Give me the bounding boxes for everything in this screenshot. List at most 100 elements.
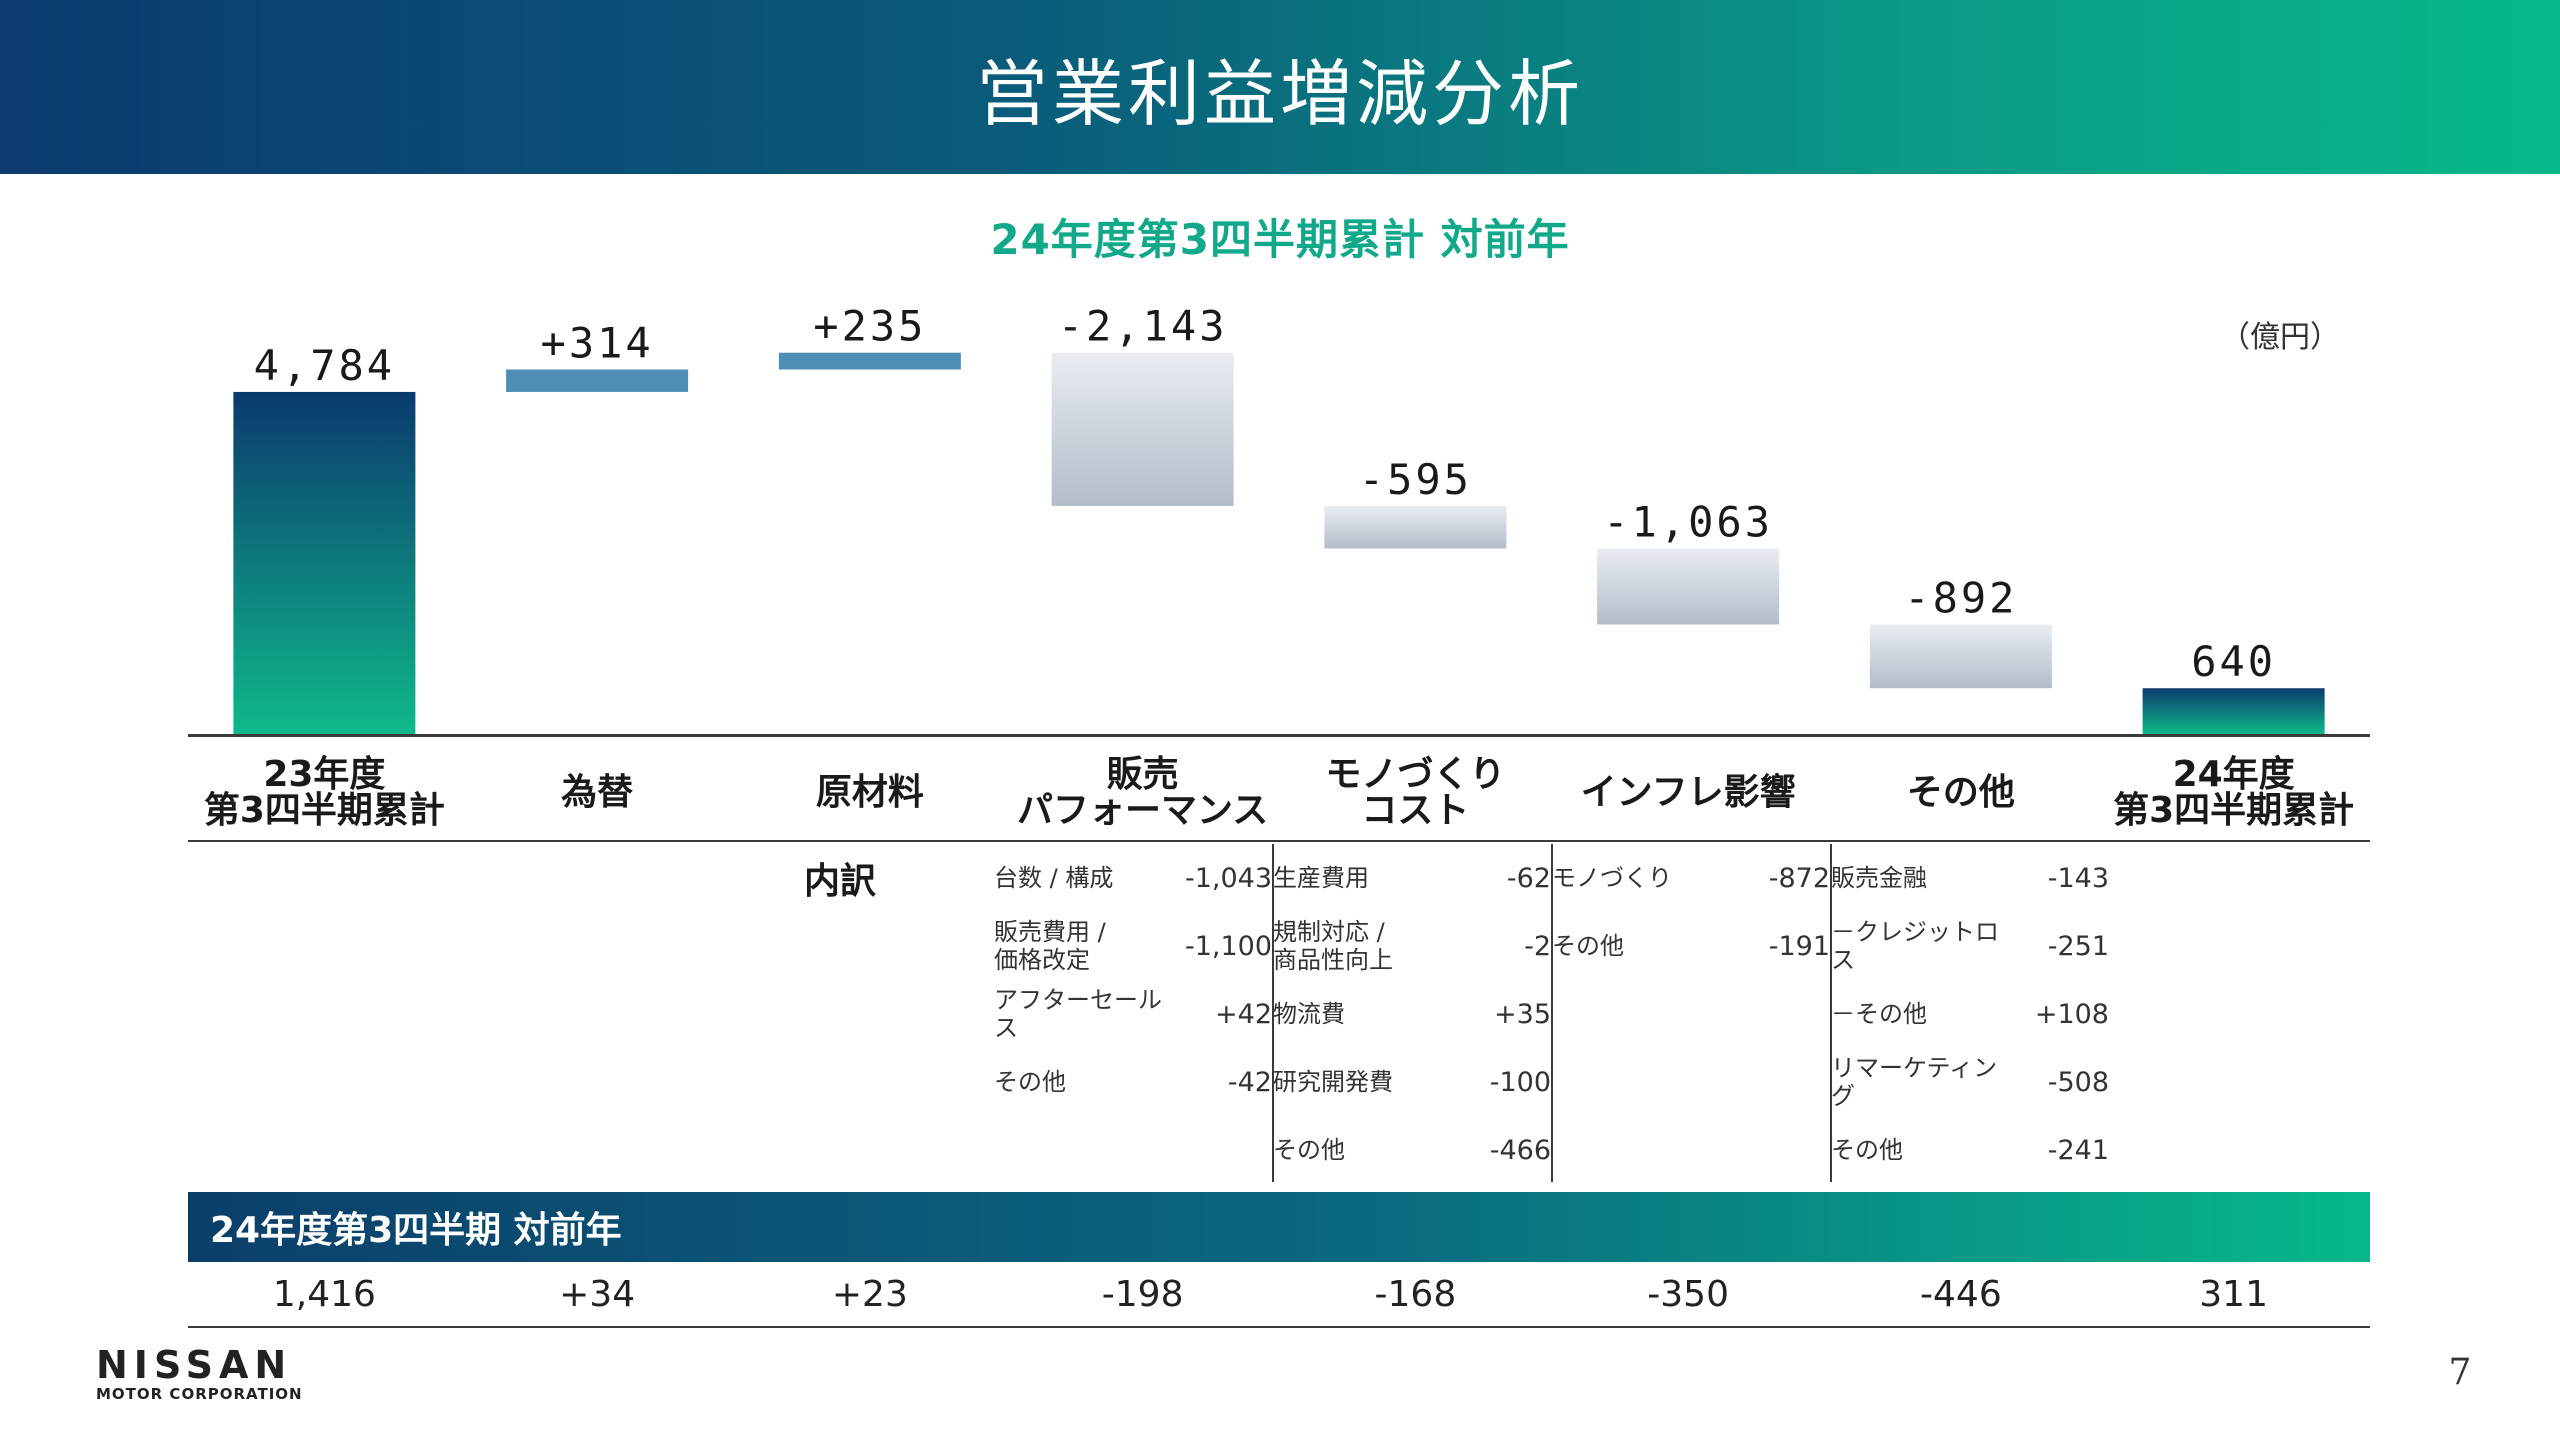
category-divider <box>188 840 2370 842</box>
breakdown-item-label: 規制対応 / 商品性向上 <box>1273 918 1393 974</box>
breakdown-row: －クレジットロス -251 <box>1831 912 2109 980</box>
breakdown-item-value: -508 <box>2047 1066 2109 1098</box>
breakdown-item-label: その他 <box>1831 1136 1903 1164</box>
q3-value-4: -198 <box>1101 1273 1184 1315</box>
breakdown-item-label: 販売金融 <box>1831 864 1927 892</box>
q3-header-label: 24年度第3四半期 対前年 <box>210 1210 622 1251</box>
data-label-group: 4,784 +314 +235 -2,143 -595 -1,063 -892 640 <box>254 302 2276 687</box>
chart-subtitle: 24年度第3四半期累計 対前年 <box>990 215 1570 264</box>
q3-value-2: +34 <box>559 1273 636 1315</box>
breakdown-item-label: －クレジットロス <box>1831 918 1999 974</box>
bar-1 <box>233 391 416 734</box>
category-label-6: インフレ影響 <box>1580 772 1796 813</box>
q3-value-6: -350 <box>1647 1273 1729 1315</box>
category-label-1: 23年度 第3四半期累計 <box>203 754 445 831</box>
q3-value-7: -446 <box>1920 1273 2002 1315</box>
unit-label: （億円） <box>2220 320 2340 355</box>
bar-7 <box>1869 624 2052 689</box>
breakdown-item-label: その他 <box>1552 932 1624 960</box>
breakdown-row: 規制対応 / 商品性向上 -2 <box>1273 912 1551 980</box>
breakdown-item-value: +42 <box>1215 998 1272 1030</box>
breakdown-item-label: その他 <box>994 1068 1066 1096</box>
chart-baseline <box>188 734 2370 737</box>
breakdown-item-value: +108 <box>2034 998 2109 1030</box>
q3-value-8: 311 <box>2199 1273 2268 1315</box>
bar-5 <box>1324 505 1507 549</box>
q3-value-3: +23 <box>831 1273 908 1315</box>
breakdown-item-label: その他 <box>1273 1136 1345 1164</box>
breakdown-item-value: -466 <box>1489 1134 1551 1166</box>
breakdown-column-2: 生産費用 -62 規制対応 / 商品性向上 -2 物流費 +35 研究開発費 -100 その他 -… <box>1273 844 1551 1184</box>
breakdown-row: 研究開発費 -100 <box>1273 1048 1551 1116</box>
breakdown-item-label: リマーケティング <box>1831 1054 1998 1110</box>
breakdown-item-value: -42 <box>1227 1066 1272 1098</box>
breakdown-column-1: 台数 / 構成 -1,043 販売費用 / 価格改定 -1,100 アフターセールス +4… <box>994 844 1272 1116</box>
breakdown-item-value: -241 <box>2047 1134 2109 1166</box>
breakdown-item-value: +35 <box>1494 998 1551 1030</box>
data-label-1: 4,784 <box>254 341 395 390</box>
breakdown-row: 台数 / 構成 -1,043 <box>994 844 1272 912</box>
logo-wordmark: NISSAN <box>96 1343 293 1387</box>
breakdown-item-value: -100 <box>1489 1066 1551 1098</box>
bar-6 <box>1597 548 1780 625</box>
category-label-5: モノづくり コスト <box>1325 754 1506 831</box>
bar-2 <box>506 369 689 392</box>
breakdown-item-value: -1,100 <box>1184 930 1272 962</box>
data-label-3: +235 <box>813 302 926 351</box>
category-label-7: その他 <box>1906 772 2015 813</box>
breakdown-item-value: -143 <box>2047 862 2109 894</box>
breakdown-item-value: -2 <box>1524 930 1551 962</box>
nissan-logo: NISSAN MOTOR CORPORATION <box>96 1345 336 1405</box>
bar-4 <box>1051 352 1234 506</box>
logo-subtitle: MOTOR CORPORATION <box>96 1385 303 1403</box>
breakdown-item-value: -251 <box>2047 930 2109 962</box>
breakdown-item-label: 生産費用 <box>1273 864 1369 892</box>
page-title: 営業利益増減分析 <box>975 51 1584 136</box>
breakdown-row: 物流費 +35 <box>1273 980 1551 1048</box>
breakdown-item-value: -872 <box>1768 862 1830 894</box>
breakdown-item-label: モノづくり <box>1552 864 1672 892</box>
breakdown-column-3: モノづくり -872 その他 -191 <box>1552 844 1830 980</box>
bar-group <box>233 352 2325 734</box>
breakdown-row: モノづくり -872 <box>1552 844 1830 912</box>
breakdown-row: その他 -191 <box>1552 912 1830 980</box>
category-label-3: 原材料 <box>815 772 924 813</box>
breakdown-item-label: 物流費 <box>1273 1000 1345 1028</box>
breakdown-item-label: －その他 <box>1831 1000 1927 1028</box>
breakdown-item-label: 販売費用 / 価格改定 <box>994 918 1106 974</box>
category-label-8: 24年度 第3四半期累計 <box>2113 754 2355 831</box>
bar-8 <box>2142 688 2325 734</box>
breakdown-row: アフターセールス +42 <box>994 980 1272 1048</box>
breakdown-item-value: -62 <box>1506 862 1551 894</box>
breakdown-row: －その他 +108 <box>1831 980 2109 1048</box>
breakdown-row: その他 -241 <box>1831 1116 2109 1184</box>
q3-header-bar <box>188 1192 2370 1262</box>
waterfall-chart: 4,784 +314 +235 -2,143 -595 -1,063 -892 640 <box>233 302 2325 734</box>
breakdown-row: 販売費用 / 価格改定 -1,100 <box>994 912 1272 980</box>
breakdown-row: 販売金融 -143 <box>1831 844 2109 912</box>
breakdown-row: その他 -466 <box>1273 1116 1551 1184</box>
breakdown-item-label: 研究開発費 <box>1273 1068 1393 1096</box>
q3-value-1: 1,416 <box>272 1273 376 1315</box>
title-bar <box>0 0 2560 174</box>
breakdown-divider-2 <box>1551 844 1553 1182</box>
category-label-2: 為替 <box>561 772 634 813</box>
q3-value-5: -168 <box>1374 1273 1457 1315</box>
breakdown-row: 生産費用 -62 <box>1273 844 1551 912</box>
data-label-8: 640 <box>2191 637 2276 686</box>
data-label-4: -2,143 <box>1058 302 1228 351</box>
category-label-4: 販売 パフォーマンス <box>1016 754 1269 831</box>
data-label-2: +314 <box>541 318 654 367</box>
breakdown-item-label: 台数 / 構成 <box>994 864 1114 892</box>
breakdown-divider-3 <box>1830 844 1832 1182</box>
breakdown-item-value: -1,043 <box>1184 862 1272 894</box>
bar-3 <box>778 352 961 370</box>
breakdown-title: 内訳 <box>803 861 876 902</box>
breakdown-item-label: アフターセールス <box>994 986 1162 1042</box>
breakdown-divider-1 <box>1272 844 1274 1182</box>
data-label-7: -892 <box>1904 573 2017 622</box>
breakdown-row: リマーケティング -508 <box>1831 1048 2109 1116</box>
breakdown-row: その他 -42 <box>994 1048 1272 1116</box>
page-number: 7 <box>2448 1352 2472 1393</box>
q3-bottom-line <box>188 1326 2370 1328</box>
